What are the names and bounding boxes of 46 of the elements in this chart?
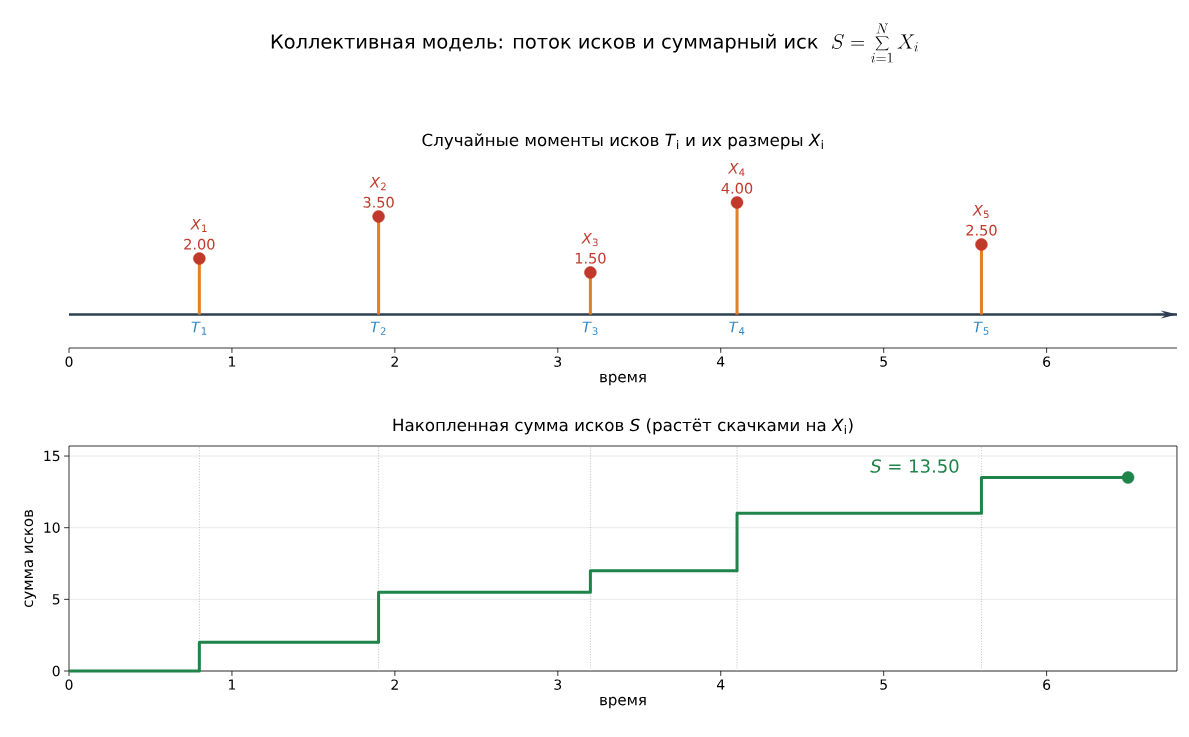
annotation: S = 13.50 xyxy=(870,459,959,473)
x-tick-label: 4 xyxy=(716,679,725,690)
data-label: 4.00 xyxy=(721,182,753,194)
x-axis-title: время xyxy=(600,373,646,386)
annotation: X$_{1}$ xyxy=(190,218,207,232)
data-label: 3.50 xyxy=(363,196,394,208)
annotation: T$_{1}$ xyxy=(191,321,207,335)
y-tick-label: 0 xyxy=(52,665,60,677)
x-tick-label: 6 xyxy=(1043,679,1051,690)
y-tick-label: 15 xyxy=(44,450,60,462)
x-tick-label: 4 xyxy=(716,356,725,367)
annotation: T$_{2}$ xyxy=(370,321,386,335)
data-label: 2.50 xyxy=(966,224,997,236)
data-label: 2.00 xyxy=(184,238,215,250)
x-tick-label: 1 xyxy=(229,679,236,690)
x-tick-label: 5 xyxy=(880,679,887,690)
x-tick-label: 3 xyxy=(554,356,562,367)
x-tick-label: 2 xyxy=(391,356,398,367)
annotation: X$_{5}$ xyxy=(972,204,989,219)
annotation: X$_{3}$ xyxy=(581,232,598,247)
point xyxy=(975,238,988,251)
x-tick-label: 0 xyxy=(65,356,73,367)
y-tick-label: 5 xyxy=(52,594,60,605)
x-tick-label: 6 xyxy=(1043,356,1051,367)
point xyxy=(372,210,385,223)
chart-title: Коллективная модель: поток исков и суммарный иск xyxy=(271,33,818,53)
x-axis-title: время xyxy=(600,696,646,709)
point xyxy=(193,252,206,265)
x-tick-label: 0 xyxy=(65,679,73,690)
annotation: T$_{4}$ xyxy=(729,321,745,335)
data-label: 1.50 xyxy=(575,252,606,264)
y-axis-title: сумма исков xyxy=(24,510,37,608)
annotation: X$_{4}$ xyxy=(727,162,745,177)
x-tick-label: 2 xyxy=(391,679,398,690)
chart-title: Накопленная сумма исков S (растёт скачками на X$_{i}$) xyxy=(393,418,853,435)
point xyxy=(730,196,744,209)
annotation: X$_{2}$ xyxy=(369,176,386,191)
y-tick-label: 10 xyxy=(44,522,60,533)
annotation: T$_{3}$ xyxy=(582,321,598,335)
point xyxy=(584,266,597,279)
text: $S=\sum_{i=1}^{N} X_i$ xyxy=(831,23,918,63)
x-tick-label: 1 xyxy=(229,356,236,367)
x-tick-label: 3 xyxy=(554,679,562,690)
x-tick-label: 5 xyxy=(880,356,887,367)
chart-subtitle: Случайные моменты исков T$_{i}$ и их размеры X$_{i}$ xyxy=(422,133,823,150)
annotation: T$_{5}$ xyxy=(973,321,989,335)
